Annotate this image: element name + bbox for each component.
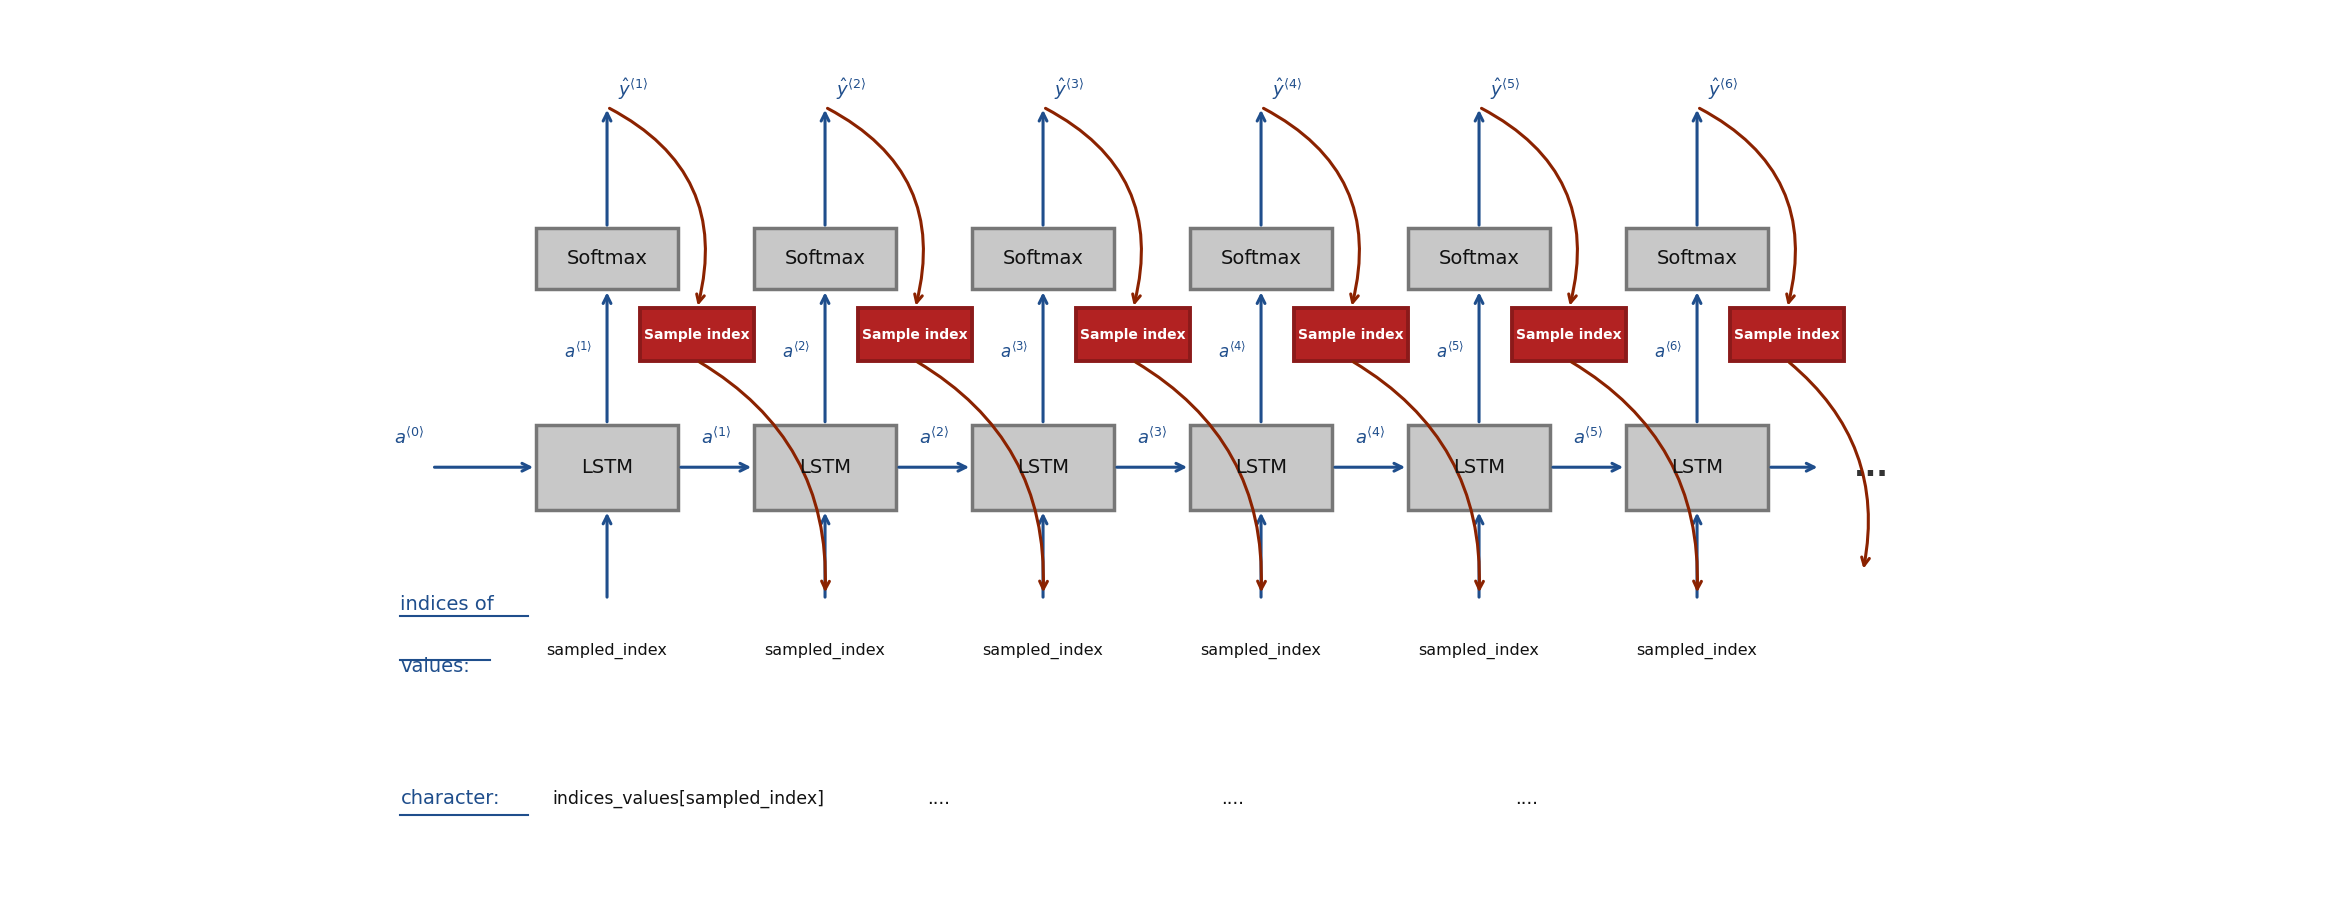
Text: $a^{\langle 6 \rangle}$: $a^{\langle 6 \rangle}$ (1653, 342, 1684, 362)
Text: sampled_index: sampled_index (546, 642, 667, 659)
Text: sampled_index: sampled_index (984, 642, 1103, 659)
Text: LSTM: LSTM (1672, 458, 1724, 477)
FancyBboxPatch shape (1625, 425, 1768, 510)
Text: $a^{\langle 1 \rangle}$: $a^{\langle 1 \rangle}$ (700, 427, 731, 448)
FancyBboxPatch shape (1077, 308, 1190, 361)
Text: ...: ... (1853, 453, 1888, 482)
Text: values:: values: (400, 657, 471, 676)
FancyBboxPatch shape (1408, 425, 1550, 510)
Text: LSTM: LSTM (1016, 458, 1068, 477)
Text: $\hat{y}^{\langle 5 \rangle}$: $\hat{y}^{\langle 5 \rangle}$ (1490, 77, 1520, 102)
FancyBboxPatch shape (754, 425, 897, 510)
FancyBboxPatch shape (1190, 228, 1333, 290)
Text: LSTM: LSTM (581, 458, 632, 477)
FancyBboxPatch shape (1625, 228, 1768, 290)
Text: Softmax: Softmax (785, 249, 867, 268)
FancyBboxPatch shape (1408, 228, 1550, 290)
Text: LSTM: LSTM (1452, 458, 1506, 477)
Text: $a^{\langle 2 \rangle}$: $a^{\langle 2 \rangle}$ (782, 342, 810, 362)
FancyBboxPatch shape (857, 308, 972, 361)
Text: $a^{\langle 4 \rangle}$: $a^{\langle 4 \rangle}$ (1354, 427, 1386, 448)
Text: $a^{\langle 3 \rangle}$: $a^{\langle 3 \rangle}$ (1136, 427, 1166, 448)
Text: indices of: indices of (400, 595, 494, 614)
Text: Sample index: Sample index (1735, 328, 1841, 342)
Text: sampled_index: sampled_index (1201, 642, 1321, 659)
Text: Softmax: Softmax (567, 249, 646, 268)
Text: $a^{\langle 1 \rangle}$: $a^{\langle 1 \rangle}$ (564, 342, 593, 362)
Text: sampled_index: sampled_index (1637, 642, 1756, 659)
FancyBboxPatch shape (639, 308, 754, 361)
Text: ....: .... (927, 790, 951, 808)
FancyBboxPatch shape (1295, 308, 1408, 361)
FancyBboxPatch shape (972, 228, 1115, 290)
FancyBboxPatch shape (1513, 308, 1625, 361)
Text: Sample index: Sample index (1297, 328, 1403, 342)
Text: $a^{\langle 0 \rangle}$: $a^{\langle 0 \rangle}$ (393, 427, 424, 448)
Text: LSTM: LSTM (799, 458, 850, 477)
Text: Softmax: Softmax (1438, 249, 1520, 268)
Text: Sample index: Sample index (644, 328, 749, 342)
Text: Softmax: Softmax (1002, 249, 1084, 268)
Text: LSTM: LSTM (1234, 458, 1288, 477)
FancyBboxPatch shape (1731, 308, 1843, 361)
Text: sampled_index: sampled_index (1419, 642, 1539, 659)
Text: $a^{\langle 3 \rangle}$: $a^{\langle 3 \rangle}$ (1000, 342, 1028, 362)
Text: $a^{\langle 2 \rangle}$: $a^{\langle 2 \rangle}$ (918, 427, 949, 448)
Text: $a^{\langle 5 \rangle}$: $a^{\langle 5 \rangle}$ (1574, 427, 1604, 448)
Text: $a^{\langle 4 \rangle}$: $a^{\langle 4 \rangle}$ (1218, 342, 1246, 362)
Text: $\hat{y}^{\langle 1 \rangle}$: $\hat{y}^{\langle 1 \rangle}$ (618, 77, 649, 102)
Text: ....: .... (1515, 790, 1539, 808)
FancyBboxPatch shape (754, 228, 897, 290)
FancyBboxPatch shape (972, 425, 1115, 510)
FancyBboxPatch shape (536, 425, 679, 510)
Text: $\hat{y}^{\langle 3 \rangle}$: $\hat{y}^{\langle 3 \rangle}$ (1054, 77, 1084, 102)
Text: $\hat{y}^{\langle 2 \rangle}$: $\hat{y}^{\langle 2 \rangle}$ (836, 77, 867, 102)
Text: Sample index: Sample index (1515, 328, 1623, 342)
Text: ....: .... (1220, 790, 1244, 808)
Text: $\hat{y}^{\langle 4 \rangle}$: $\hat{y}^{\langle 4 \rangle}$ (1272, 77, 1302, 102)
Text: character:: character: (400, 789, 499, 808)
Text: $\hat{y}^{\langle 6 \rangle}$: $\hat{y}^{\langle 6 \rangle}$ (1707, 77, 1738, 102)
Text: Sample index: Sample index (862, 328, 967, 342)
Text: $a^{\langle 5 \rangle}$: $a^{\langle 5 \rangle}$ (1436, 342, 1464, 362)
FancyBboxPatch shape (536, 228, 679, 290)
Text: sampled_index: sampled_index (763, 642, 885, 659)
FancyBboxPatch shape (1190, 425, 1333, 510)
Text: Softmax: Softmax (1220, 249, 1302, 268)
Text: indices_values[sampled_index]: indices_values[sampled_index] (553, 790, 824, 808)
Text: Softmax: Softmax (1656, 249, 1738, 268)
Text: Sample index: Sample index (1080, 328, 1185, 342)
